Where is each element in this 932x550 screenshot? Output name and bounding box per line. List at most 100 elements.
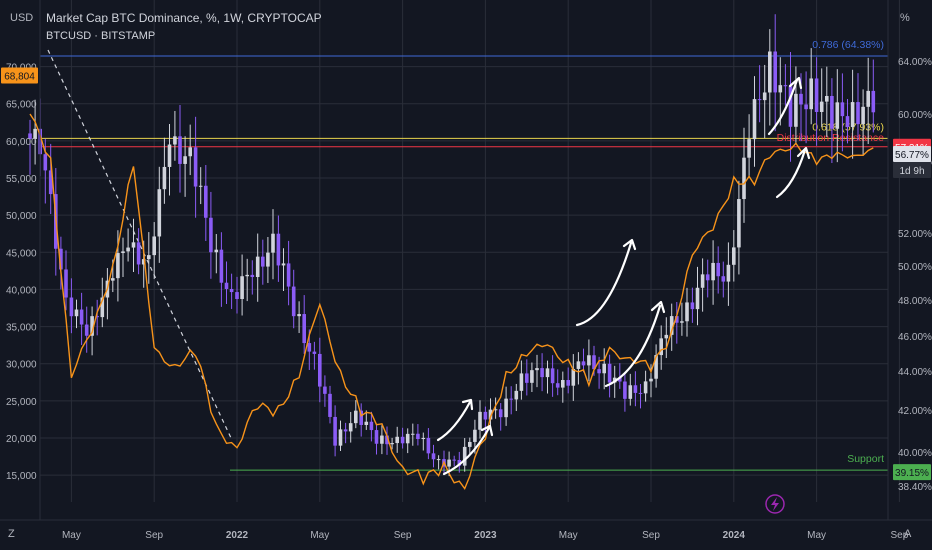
left-tick-label: 15,000 [6, 471, 37, 482]
arrow-head [461, 398, 474, 411]
candle-body [504, 398, 508, 418]
candle-body [447, 459, 451, 467]
candle-body [773, 51, 777, 93]
symbol-label: BTCUSD · BITSTAMP [46, 30, 156, 42]
candle-body [664, 334, 669, 339]
candle-body [395, 436, 399, 444]
candle-body [416, 433, 420, 440]
candle-body [69, 297, 74, 317]
arrow-annotations [436, 76, 811, 476]
candle-body [59, 248, 63, 270]
candle-body [312, 351, 317, 354]
arrow-head [788, 76, 803, 90]
candle-body [757, 99, 762, 101]
candle-body [193, 147, 198, 187]
candle-body [550, 368, 555, 384]
arrow-stroke [575, 241, 633, 327]
candle-body [84, 324, 89, 336]
candle-body [291, 286, 296, 317]
candle-body [726, 264, 731, 282]
left-tick-label: 65,000 [6, 100, 37, 111]
candle-body [561, 380, 565, 388]
candle-body [390, 443, 394, 445]
candle-body [788, 86, 793, 127]
candle-body [400, 436, 405, 444]
left-tick-label: 45,000 [6, 248, 37, 259]
auto-scale-button[interactable]: A [904, 528, 912, 540]
right-tick-label: 64.00% [898, 57, 932, 68]
candle-body [871, 90, 876, 113]
candle-body [276, 233, 281, 266]
arrow-stroke [442, 426, 491, 476]
price-badge: 68,804 [4, 71, 35, 82]
candle-body [695, 287, 700, 310]
candle-body [540, 368, 544, 378]
candle-body [535, 368, 539, 371]
arrow-head [650, 300, 666, 314]
alert-icon[interactable] [765, 494, 785, 514]
candle-body [136, 242, 141, 265]
candle-body [167, 144, 172, 167]
candle-body [514, 390, 519, 400]
candle-body [669, 316, 674, 335]
candle-body [711, 262, 715, 281]
right-tick-label: 48.00% [898, 296, 932, 307]
x-tick-label: Sep [642, 530, 660, 541]
candle-body [385, 435, 389, 445]
candle-body [178, 136, 182, 164]
right-tick-label: 60.00% [898, 110, 932, 121]
candle-body [628, 385, 633, 399]
x-tick-label: 2023 [474, 530, 497, 541]
candle-body [571, 368, 576, 386]
left-tick-label: 40,000 [6, 285, 37, 296]
candle-body [271, 233, 275, 253]
left-tick-label: 20,000 [6, 434, 37, 445]
candle-body [856, 102, 860, 125]
level-label: 0.786 (64.38%) [812, 39, 884, 51]
candle-body [100, 297, 105, 318]
candle-body [473, 429, 477, 442]
price-badge-bg [1, 67, 38, 84]
countdown-badge-bg [893, 161, 931, 178]
candle-body [468, 441, 472, 447]
arrow-head [622, 238, 637, 251]
candle-body [840, 102, 845, 117]
support-badge-bg [893, 464, 931, 481]
candle-body [737, 199, 741, 248]
candle-body [286, 263, 291, 287]
arrow-stroke [775, 148, 807, 199]
left-tick-label: 60,000 [6, 137, 37, 148]
candle-body [555, 383, 560, 388]
candle-body [343, 429, 348, 432]
candle-body [250, 274, 255, 278]
candle-body [380, 435, 384, 444]
candle-body [209, 217, 213, 253]
candle-body [830, 95, 834, 129]
right-tick-label: 46.00% [898, 332, 932, 343]
price-candles [28, 14, 876, 477]
candle-body [333, 416, 337, 446]
countdown-badge: 1d 9h [899, 166, 924, 177]
timezone-button[interactable]: Z [8, 528, 15, 540]
candle-body [131, 242, 136, 248]
candle-body [680, 321, 684, 323]
candle-body [111, 278, 115, 281]
left-tick-label: 55,000 [6, 174, 37, 185]
candle-body [825, 95, 829, 102]
arrow-stroke [436, 400, 472, 442]
candle-body [675, 316, 679, 323]
candle-body [74, 309, 79, 317]
candle-body [157, 189, 162, 237]
x-tick-label: May [62, 530, 81, 541]
candle-body [328, 393, 332, 417]
candle-body [794, 93, 798, 127]
candle-body [323, 386, 327, 394]
level-label: Support [847, 453, 884, 465]
arrow-head [796, 146, 811, 160]
candle-body [266, 252, 270, 267]
x-tick-label: Sep [891, 530, 909, 541]
candle-body [436, 459, 441, 461]
x-tick-label: May [559, 530, 578, 541]
right-tick-label: 44.00% [898, 367, 932, 378]
